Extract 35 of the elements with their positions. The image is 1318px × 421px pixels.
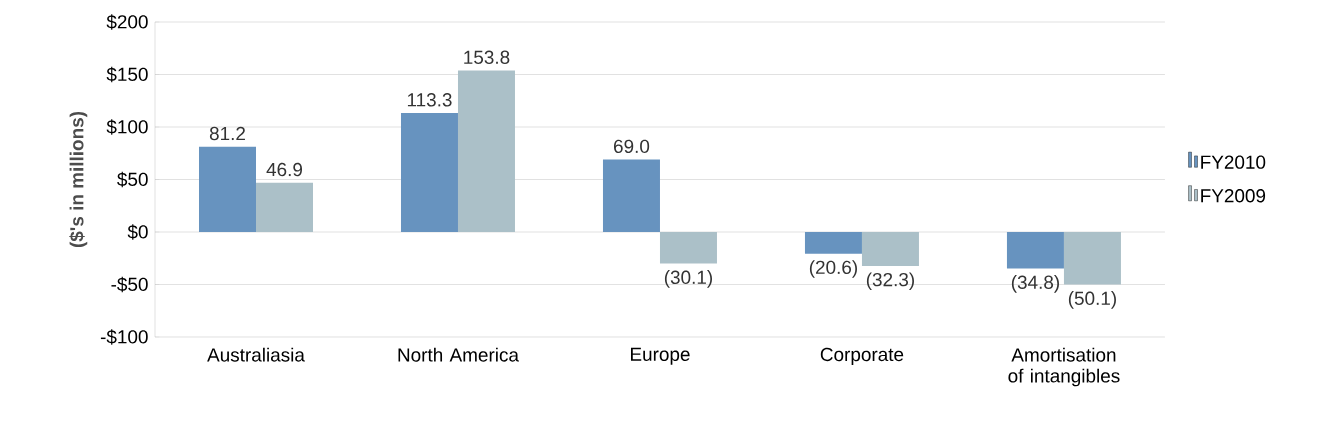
data-label: 46.9 bbox=[266, 162, 303, 177]
y-tick-label: $100 bbox=[106, 119, 148, 135]
y-tick-label: $0 bbox=[127, 224, 148, 240]
y-tick-label: $50 bbox=[117, 171, 148, 188]
y-tick-label: -$50 bbox=[111, 276, 148, 293]
bar bbox=[199, 146, 256, 232]
x-tick-label: Amortisation of intangibles bbox=[1008, 347, 1120, 387]
bar bbox=[804, 232, 862, 254]
y-tick-label: -$100 bbox=[100, 329, 148, 345]
data-label: (32.3) bbox=[866, 272, 914, 291]
data-label: (30.1) bbox=[664, 270, 713, 288]
bar bbox=[400, 113, 458, 232]
bar bbox=[457, 70, 515, 232]
bar bbox=[1006, 232, 1064, 269]
legend-label: FY2009 bbox=[1201, 189, 1266, 203]
data-label: (20.6) bbox=[809, 260, 857, 278]
y-tick-label: $150 bbox=[106, 66, 148, 83]
data-label: 81.2 bbox=[209, 126, 245, 141]
legend-label: FY2010 bbox=[1201, 155, 1266, 169]
x-tick-label: Europe bbox=[631, 347, 690, 365]
bar bbox=[602, 159, 660, 232]
bar bbox=[861, 232, 919, 266]
data-label: (34.8) bbox=[1011, 275, 1059, 293]
data-label: 153.8 bbox=[464, 50, 510, 64]
data-label: 69.0 bbox=[614, 139, 650, 154]
bar bbox=[659, 232, 717, 264]
bar bbox=[1063, 232, 1121, 285]
y-tick-label: $200 bbox=[106, 14, 148, 30]
data-label: 113.3 bbox=[407, 93, 452, 107]
bar bbox=[256, 182, 313, 232]
y-axis-title: ($'s in millions) bbox=[69, 111, 88, 248]
x-tick-label: North America bbox=[398, 347, 519, 362]
x-tick-label: Australiasia bbox=[207, 347, 305, 362]
x-tick-label: Corporate bbox=[820, 347, 904, 365]
data-label: (50.1) bbox=[1068, 291, 1116, 309]
